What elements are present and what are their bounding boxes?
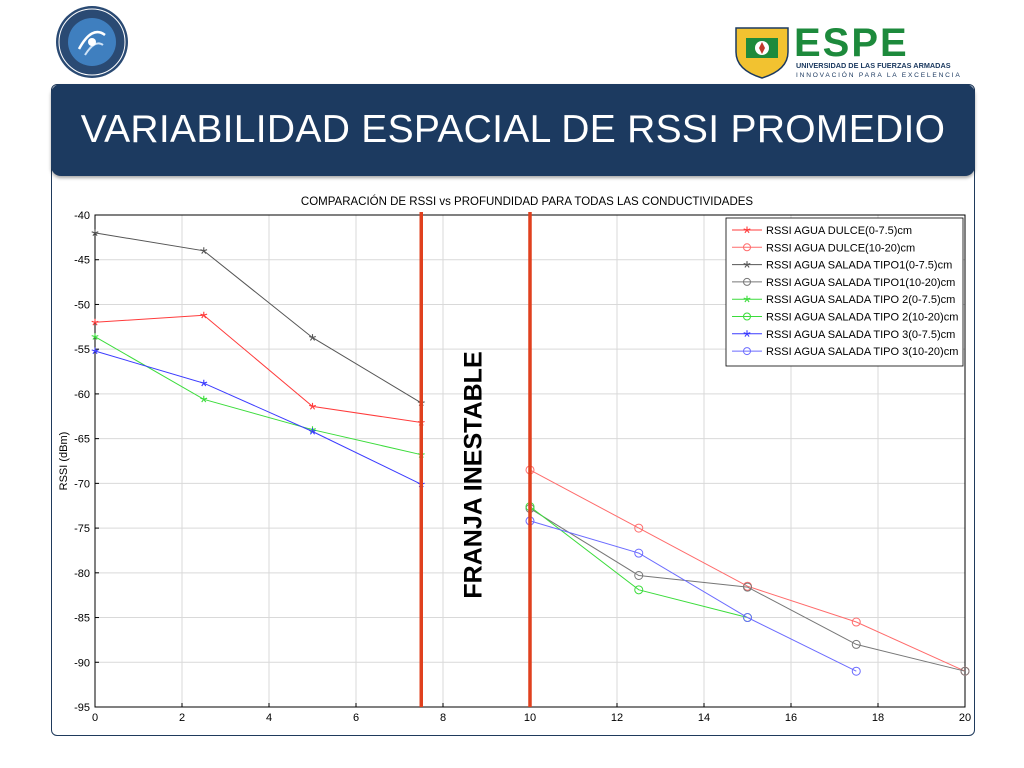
- series-line: [94, 336, 422, 456]
- data-point: [851, 666, 861, 676]
- legend-marker: [743, 226, 751, 234]
- legend-marker: [743, 277, 751, 286]
- legend-marker: [743, 330, 751, 337]
- espe-shield-icon: [735, 27, 789, 79]
- unstable-band: [419, 212, 532, 707]
- legend-entry: RSSI AGUA DULCE(0-7.5)cm: [732, 225, 912, 237]
- data-point: [851, 639, 861, 649]
- data-point: [743, 613, 752, 623]
- x-tick-label: 14: [698, 712, 710, 724]
- x-tick-label: 12: [611, 712, 623, 724]
- x-tick-label: 6: [353, 712, 359, 724]
- x-tick-label: 8: [440, 712, 446, 724]
- department-seal-logo: [56, 6, 128, 78]
- x-tick-label: 10: [524, 712, 536, 724]
- y-tick-label: -45: [74, 255, 90, 267]
- data-point: [91, 229, 99, 237]
- data-point: [200, 379, 208, 387]
- series-line: [94, 314, 422, 423]
- unstable-band-annotation: FRANJA INESTABLE: [460, 351, 488, 598]
- legend-label: RSSI AGUA SALADA TIPO 2(0-7.5)cm: [766, 294, 955, 306]
- y-tick-label: -95: [74, 702, 90, 714]
- legend-entry: RSSI AGUA SALADA TIPO1(0-7.5)cm: [732, 260, 952, 272]
- legend-label: RSSI AGUA DULCE(10-20)cm: [766, 242, 915, 254]
- legend-marker: [743, 261, 751, 268]
- series-line: [529, 507, 966, 672]
- data-point: [309, 402, 316, 410]
- legend-label: RSSI AGUA SALADA TIPO 3(10-20)cm: [766, 346, 958, 358]
- data-point: [851, 617, 861, 627]
- legend-entry: RSSI AGUA DULCE(10-20)cm: [732, 242, 915, 254]
- y-tick-label: -65: [74, 434, 90, 446]
- series-layer: [91, 229, 970, 676]
- y-tick-label: -90: [74, 657, 90, 669]
- legend-marker: [743, 312, 751, 321]
- legend-entry: RSSI AGUA SALADA TIPO 3(0-7.5)cm: [732, 329, 955, 341]
- data-point: [634, 571, 644, 581]
- legend-label: RSSI AGUA SALADA TIPO 3(0-7.5)cm: [766, 329, 955, 341]
- data-point: [200, 311, 208, 319]
- espe-logo-subtitle-1: UNIVERSIDAD DE LAS FUERZAS ARMADAS: [796, 61, 951, 70]
- series-line: [529, 469, 966, 672]
- y-tick-label: -80: [74, 568, 90, 580]
- y-tick-label: -40: [74, 210, 90, 222]
- data-point: [91, 333, 99, 340]
- data-point: [743, 582, 752, 592]
- data-point: [309, 428, 316, 435]
- series-line: [94, 232, 422, 404]
- series-1: [91, 311, 425, 426]
- data-point: [960, 666, 970, 676]
- slide-title: VARIABILIDAD ESPACIAL DE RSSI PROMEDIO: [80, 108, 946, 151]
- y-tick-label: -55: [74, 344, 90, 356]
- y-tick-label: -85: [74, 613, 90, 625]
- x-tick-label: 0: [92, 712, 98, 724]
- y-tick-label: -70: [74, 478, 90, 490]
- data-point: [634, 523, 644, 533]
- series-line: [94, 350, 422, 485]
- legend-label: RSSI AGUA SALADA TIPO 2(10-20)cm: [766, 312, 958, 324]
- legend-marker: [743, 295, 751, 303]
- x-tick-label: 4: [266, 712, 272, 724]
- data-point: [200, 395, 208, 403]
- legend-label: RSSI AGUA SALADA TIPO1(10-20)cm: [766, 277, 955, 289]
- rssi-depth-chart: COMPARACIÓN DE RSSI vs PROFUNDIDAD PARA …: [58, 195, 971, 724]
- espe-logo-subtitle-2: INNOVACIÓN PARA LA EXCELENCIA: [796, 70, 962, 79]
- legend-marker: [743, 243, 751, 252]
- espe-logo: ESPE UNIVERSIDAD DE LAS FUERZAS ARMADAS …: [732, 21, 972, 80]
- data-point: [200, 247, 208, 254]
- series-line: [529, 506, 748, 618]
- series-7: [91, 347, 425, 488]
- legend-label: RSSI AGUA DULCE(0-7.5)cm: [766, 225, 912, 237]
- legend: RSSI AGUA DULCE(0-7.5)cm RSSI AGUA DULCE(…: [725, 217, 964, 367]
- espe-logo-wordmark: ESPE: [794, 22, 909, 65]
- x-tick-label: 20: [959, 712, 971, 724]
- y-tick-label: -75: [74, 523, 90, 535]
- legend-entry: RSSI AGUA SALADA TIPO 2(10-20)cm: [732, 312, 958, 324]
- legend-marker: [743, 347, 751, 356]
- data-point: [309, 334, 316, 341]
- legend-entry: RSSI AGUA SALADA TIPO 3(10-20)cm: [732, 346, 958, 358]
- series-line: [529, 520, 857, 672]
- data-point: [634, 548, 644, 558]
- legend-label: RSSI AGUA SALADA TIPO1(0-7.5)cm: [766, 260, 952, 272]
- data-point: [91, 347, 99, 355]
- data-point: [91, 318, 99, 326]
- x-tick-label: 16: [785, 712, 797, 724]
- series-3: [91, 229, 425, 407]
- y-axis-label: RSSI (dBm): [58, 432, 70, 491]
- legend-entry: RSSI AGUA SALADA TIPO1(10-20)cm: [732, 277, 955, 289]
- y-tick-label: -60: [74, 389, 90, 401]
- x-tick-label: 18: [872, 712, 884, 724]
- data-point: [634, 585, 644, 595]
- series-8: [525, 516, 861, 676]
- legend-entry: RSSI AGUA SALADA TIPO 2(0-7.5)cm: [732, 294, 955, 306]
- title-bar: VARIABILIDAD ESPACIAL DE RSSI PROMEDIO: [51, 84, 975, 176]
- chart-title: COMPARACIÓN DE RSSI vs PROFUNDIDAD PARA …: [301, 195, 754, 208]
- series-6: [525, 502, 752, 623]
- series-2: [525, 465, 970, 676]
- y-tick-label: -50: [74, 299, 90, 311]
- legend-box: [725, 217, 964, 367]
- x-tick-label: 2: [179, 712, 185, 724]
